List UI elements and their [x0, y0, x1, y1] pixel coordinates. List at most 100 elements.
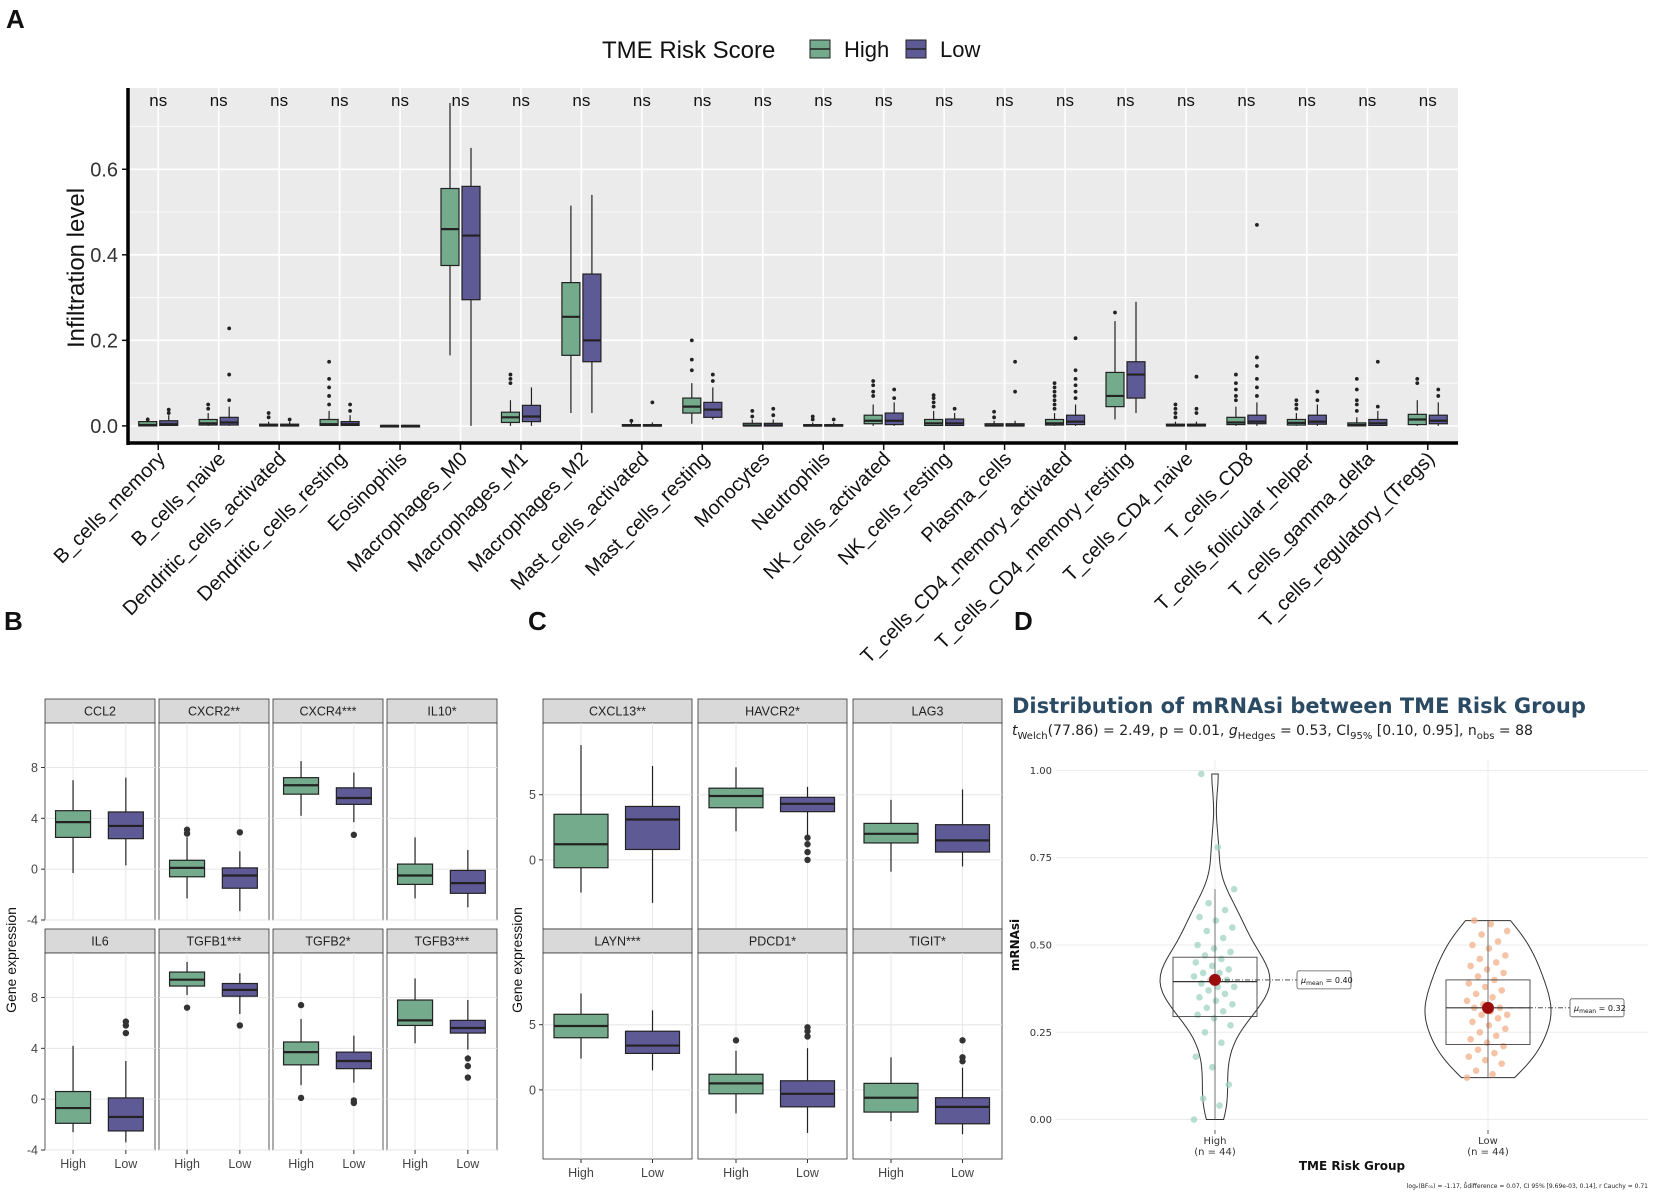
panel-d-point-High	[1208, 962, 1216, 970]
panel-d-point-Low	[1494, 938, 1502, 945]
panelB-facet-1-high-outlier-1	[183, 826, 191, 833]
panelC-facet-5-low-outlier-2	[959, 1037, 966, 1044]
panel-a-high-T_cells_gamma_delta-outlier-1	[1354, 402, 1359, 407]
panel-a-low-Mast_cells_resting-outlier-1	[710, 372, 715, 377]
panel-a-high-Neutrophils-outlier-0	[810, 417, 815, 422]
panelC-facet-4-xtick-label: High	[723, 1166, 749, 1180]
panelB-facet-2-low-box	[335, 787, 372, 805]
panel-a-significance-label: ns	[814, 91, 832, 110]
panel-d-point-High	[1199, 969, 1207, 977]
panel-a-high-Mast_cells_resting-outlier-2	[689, 338, 694, 343]
panel-a-high-T_cells_CD4_naive-outlier-3	[1173, 402, 1178, 407]
panel-a-high-T_cells_CD4_memory_resting-outlier-0	[1113, 310, 1117, 315]
legend-label-low: Low	[940, 37, 980, 62]
panelB-facet-0-high-box	[54, 810, 92, 838]
panel-d-mean-label-Low: μmean = 0.32	[1573, 1004, 1626, 1015]
panel-a-high-NK_cells_resting-outlier-2	[931, 396, 936, 400]
panel-d-point-High	[1190, 1116, 1198, 1123]
panel-a-low-T_cells_CD4_memory_activated-outlier-1	[1073, 389, 1078, 394]
panel-d-point-Low	[1474, 973, 1482, 980]
panel-a-low-B_cells_naive-box	[219, 416, 239, 426]
panel-a-high-T_cells_gamma_delta-outlier-2	[1354, 398, 1359, 403]
panelB-facet-7-strip	[386, 928, 498, 954]
panel-a-ylabel: Infiltration level	[63, 188, 90, 348]
panel-a-significance-label: ns	[633, 91, 651, 110]
panel-a-low-Plasma_cells-outlier-1	[1013, 359, 1017, 364]
panel-a-high-T_cells_CD8-outlier-3	[1234, 381, 1238, 386]
panel-d-point-Low	[1489, 1070, 1496, 1078]
panel-d-point-High	[1230, 885, 1238, 893]
panel-d-point-High	[1221, 990, 1229, 998]
panel-d-point-High	[1203, 927, 1211, 935]
panel-d-point-High	[1201, 952, 1209, 959]
panel-d-point-High	[1212, 997, 1220, 1005]
panel-a-significance-label: ns	[1237, 91, 1255, 110]
panel-c-ylabel: Gene expression	[509, 907, 525, 1013]
panel-d-point-Low	[1472, 990, 1480, 998]
panelB-facet-6-high-outlier-0	[297, 1001, 305, 1009]
panel-a-high-NK_cells_resting-outlier-3	[931, 393, 936, 397]
panel-a-significance-label: ns	[331, 91, 349, 110]
panel-d-point-Low	[1503, 927, 1511, 935]
panel-a-high-Dendritic_cells_activated-outlier-1	[266, 411, 271, 415]
panel-a-low-T_cells_CD8-outlier-5	[1255, 222, 1259, 227]
panel-a-high-Plasma_cells-outlier-0	[992, 415, 996, 420]
panelB-facet-6-high-box	[282, 1041, 320, 1066]
panel-d-point-High	[1205, 899, 1212, 907]
panel-d-violin-High	[1159, 773, 1271, 1120]
panelC-facet-1-strip-label: HAVCR2*	[745, 705, 800, 719]
panel-a-significance-label: ns	[996, 91, 1014, 110]
panelB-facet-3-high-box	[396, 863, 434, 886]
panel-a-high-Macrophages_M1-outlier-0	[508, 381, 513, 386]
panel-a-low-Macrophages_M1-box	[521, 404, 542, 423]
panel-a-high-T_cells_CD4_memory_activated-outlier-3	[1052, 394, 1057, 398]
panelB-facet-6-strip-label: TGFB2*	[305, 935, 350, 949]
panel-d-mean-dot-Low	[1482, 1001, 1494, 1014]
panel-d-point-High	[1229, 1001, 1236, 1008]
panelB-facet-5-high-outlier-0	[183, 1004, 191, 1011]
panel-d-point-Low	[1485, 945, 1493, 952]
panel-a-significance-label: ns	[149, 91, 167, 110]
panel-a-high-Dendritic_cells_activated-outlier-0	[266, 415, 271, 420]
panelC-facet-1-panel	[697, 722, 848, 930]
panelB-facet-4-ytick-label: 8	[31, 991, 38, 1005]
panel-a-low-T_cells_CD8-outlier-4	[1255, 355, 1259, 360]
panel-a-low-Macrophages_M0-box	[461, 185, 481, 301]
panel-d-point-High	[1201, 1028, 1209, 1036]
panel-d-point-Low	[1478, 931, 1485, 938]
panelB-facet-1-panel	[158, 722, 270, 921]
panelB-facet-7-low-box	[449, 1019, 486, 1034]
panel-a-low-Monocytes-outlier-1	[771, 406, 776, 411]
panel-d-point-High	[1198, 770, 1205, 778]
panelC-facet-1-strip	[697, 698, 848, 724]
panel-a-significance-label: ns	[210, 91, 228, 110]
panel-d-xtick-n-label: (n = 44)	[1194, 1147, 1236, 1158]
panelC-facet-5-xtick-label: Low	[951, 1166, 975, 1180]
panel-a-high-T_cells_CD4_memory_activated-outlier-1	[1052, 402, 1057, 407]
panel-d-point-Low	[1503, 1011, 1511, 1019]
panel-a-high-Dendritic_cells_resting-outlier-3	[327, 376, 331, 381]
panel-a-high-T_cells_CD4_memory_activated-outlier-2	[1052, 398, 1057, 403]
panel-d-point-Low	[1492, 959, 1500, 966]
panel-d-point-High	[1219, 934, 1227, 942]
panelB-facet-7-low-outlier-0	[464, 1055, 472, 1062]
panelC-facet-4-strip	[697, 928, 848, 954]
panelC-facet-2-strip	[852, 698, 1003, 724]
panelB-facet-7-strip-label: TGFB3***	[415, 935, 470, 949]
panel-a-high-T_cells_CD8-outlier-2	[1234, 387, 1238, 392]
panelB-facet-7-panel	[386, 952, 498, 1151]
panelB-facet-6-low-outlier-1	[350, 1099, 358, 1107]
panel-d-ytick-label: 0.00	[1030, 1115, 1052, 1126]
panel-a-low-T_cells_follicular_helper-outlier-0	[1315, 398, 1320, 403]
panelC-facet-4-panel	[697, 952, 848, 1160]
panelC-facet-5-low-box	[934, 1097, 991, 1125]
panel-a-high-T_cells_CD4_memory_resting-box	[1105, 371, 1125, 408]
panelB-facet-5-strip-label: TGFB1***	[187, 935, 242, 949]
panel-d-point-Low	[1498, 987, 1505, 994]
panel-d-point-High	[1196, 913, 1203, 921]
panel-a-low-T_cells_CD4_naive-outlier-2	[1194, 374, 1199, 379]
panelB-facet-4-low-outlier-2	[122, 1018, 130, 1025]
panel-d-point-Low	[1481, 983, 1489, 991]
panel-d-point-Low	[1494, 1015, 1502, 1022]
panel-a-high-Dendritic_cells_resting-outlier-4	[327, 359, 331, 364]
